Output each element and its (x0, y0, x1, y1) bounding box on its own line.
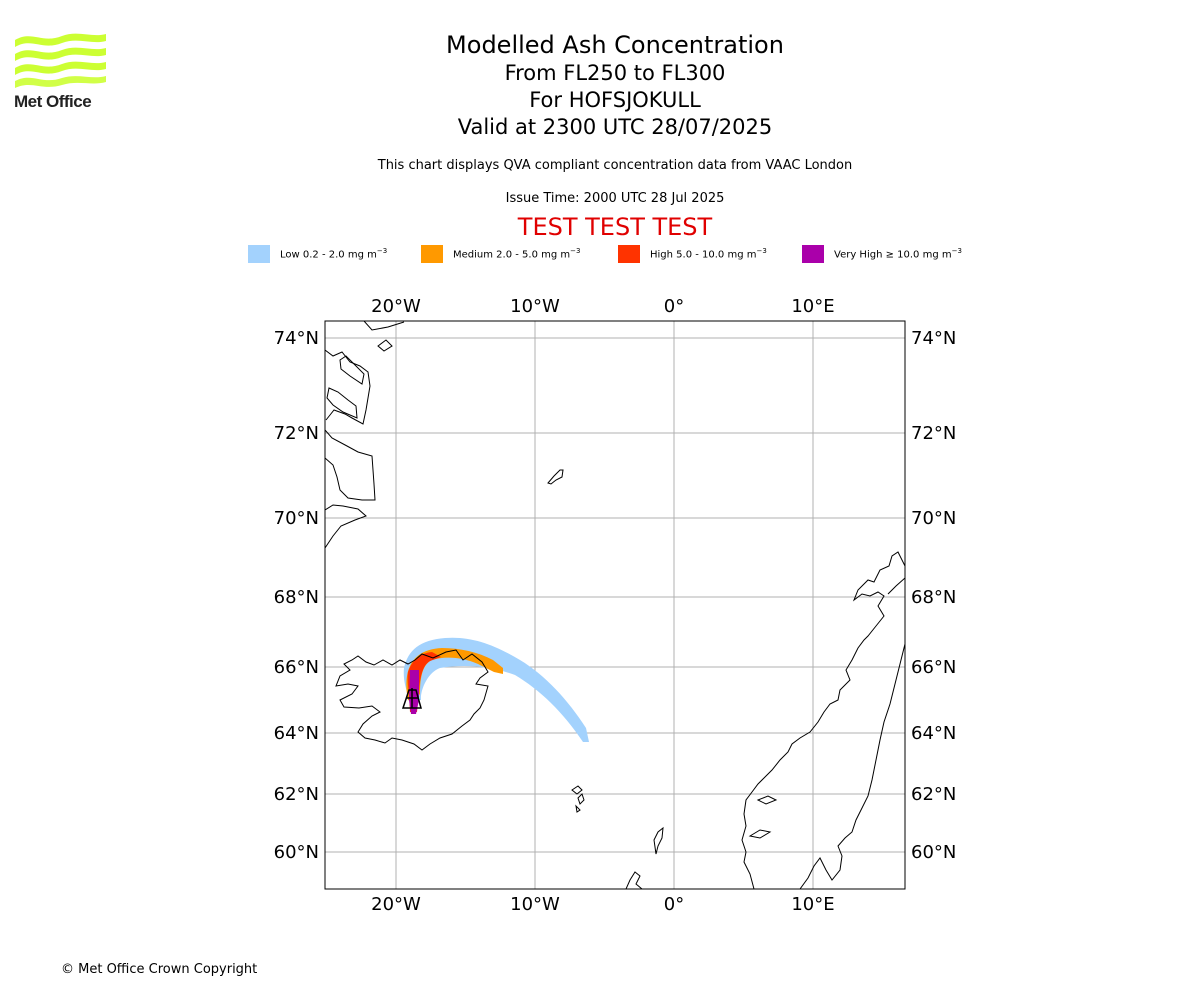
test-banner: TEST TEST TEST (517, 213, 713, 241)
lat-label-left: 74°N (274, 328, 319, 349)
legend-label: Low 0.2 - 2.0 mg m (280, 249, 377, 261)
legend-item-very-high: Very High ≥ 10.0 mg m−3 (802, 244, 962, 264)
lon-label-bottom: 10°E (791, 894, 834, 915)
lat-label-left: 62°N (274, 784, 319, 805)
page-title: Modelled Ash Concentration (446, 31, 784, 59)
copyright: © Met Office Crown Copyright (61, 962, 258, 977)
lat-label-left: 60°N (274, 842, 319, 863)
ash-medium-region (406, 648, 503, 702)
lat-label-right: 68°N (911, 587, 956, 608)
legend-swatch (802, 245, 824, 263)
lon-label-bottom: 20°W (371, 894, 421, 915)
lon-label-top: 10°W (510, 296, 560, 317)
valid-time: Valid at 2300 UTC 28/07/2025 (457, 115, 773, 139)
volcano-name: For HOFSJOKULL (529, 88, 701, 112)
map-frame (324, 320, 906, 890)
jan-mayen-coast (547, 469, 564, 485)
lat-label-left: 68°N (274, 587, 319, 608)
chart-titles: Modelled Ash Concentration From FL250 to… (315, 30, 915, 141)
coastlines (325, 321, 905, 889)
volcano-icon (401, 688, 422, 709)
shetland-coast (653, 826, 664, 855)
logo-text: Met Office (14, 92, 92, 111)
lat-label-right: 64°N (911, 723, 956, 744)
legend-swatch (248, 245, 270, 263)
issue-time: Issue Time: 2000 UTC 28 Jul 2025 (505, 191, 725, 206)
legend-item-low: Low 0.2 - 2.0 mg m−3 (248, 244, 387, 264)
greenland-coast (325, 349, 371, 425)
ash-low-region (403, 637, 589, 742)
lon-label-top: 20°W (371, 296, 421, 317)
lat-label-right: 74°N (911, 328, 956, 349)
lat-label-left: 72°N (274, 423, 319, 444)
lat-label-right: 70°N (911, 508, 956, 529)
lon-label-bottom: 0° (664, 894, 684, 915)
legend-label: Medium 2.0 - 5.0 mg m (453, 249, 571, 261)
lon-label-bottom: 10°W (510, 894, 560, 915)
flight-levels: From FL250 to FL300 (504, 61, 726, 85)
lat-label-left: 64°N (274, 723, 319, 744)
lat-label-right: 60°N (911, 842, 956, 863)
faroe-coast (571, 785, 585, 813)
graticule (325, 321, 905, 889)
legend-label: High 5.0 - 10.0 mg m (650, 249, 757, 261)
legend-swatch (618, 245, 640, 263)
lat-label-left: 70°N (274, 508, 319, 529)
lon-label-top: 10°E (791, 296, 834, 317)
scotland-coast (625, 871, 643, 889)
norway-coast (741, 551, 905, 889)
compliance-note: This chart displays QVA compliant concen… (377, 158, 853, 173)
legend-swatch (421, 245, 443, 263)
iceland-coast (335, 649, 489, 751)
lat-label-right: 66°N (911, 657, 956, 678)
lat-label-right: 72°N (911, 423, 956, 444)
lat-label-left: 66°N (274, 657, 319, 678)
legend-item-medium: Medium 2.0 - 5.0 mg m−3 (421, 244, 580, 264)
met-office-waves-icon (15, 33, 106, 88)
legend-label: Very High ≥ 10.0 mg m (834, 249, 952, 261)
lon-label-top: 0° (664, 296, 684, 317)
legend-item-high: High 5.0 - 10.0 mg m−3 (618, 244, 767, 264)
met-office-logo: Met Office (14, 30, 109, 112)
lat-label-right: 62°N (911, 784, 956, 805)
